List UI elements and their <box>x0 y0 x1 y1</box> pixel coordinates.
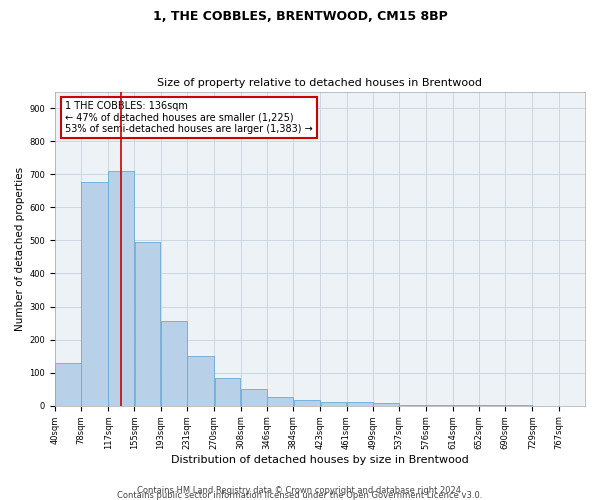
Title: Size of property relative to detached houses in Brentwood: Size of property relative to detached ho… <box>157 78 482 88</box>
Bar <box>241 389 266 406</box>
Y-axis label: Number of detached properties: Number of detached properties <box>15 166 25 330</box>
Text: 1, THE COBBLES, BRENTWOOD, CM15 8BP: 1, THE COBBLES, BRENTWOOD, CM15 8BP <box>152 10 448 23</box>
Bar <box>586 403 600 406</box>
Bar <box>373 404 399 406</box>
Bar <box>187 356 214 406</box>
Bar <box>267 398 293 406</box>
Bar <box>215 378 240 406</box>
Bar <box>82 182 108 406</box>
Text: Contains public sector information licensed under the Open Government Licence v3: Contains public sector information licen… <box>118 491 482 500</box>
Bar <box>161 322 187 406</box>
Text: Contains HM Land Registry data © Crown copyright and database right 2024.: Contains HM Land Registry data © Crown c… <box>137 486 463 495</box>
Bar <box>400 405 426 406</box>
Bar <box>427 405 452 406</box>
Bar <box>109 171 134 406</box>
Bar <box>320 402 346 406</box>
Bar <box>135 242 160 406</box>
X-axis label: Distribution of detached houses by size in Brentwood: Distribution of detached houses by size … <box>171 455 469 465</box>
Text: 1 THE COBBLES: 136sqm
← 47% of detached houses are smaller (1,225)
53% of semi-d: 1 THE COBBLES: 136sqm ← 47% of detached … <box>65 101 313 134</box>
Bar <box>347 402 373 406</box>
Bar <box>55 362 81 406</box>
Bar <box>293 400 320 406</box>
